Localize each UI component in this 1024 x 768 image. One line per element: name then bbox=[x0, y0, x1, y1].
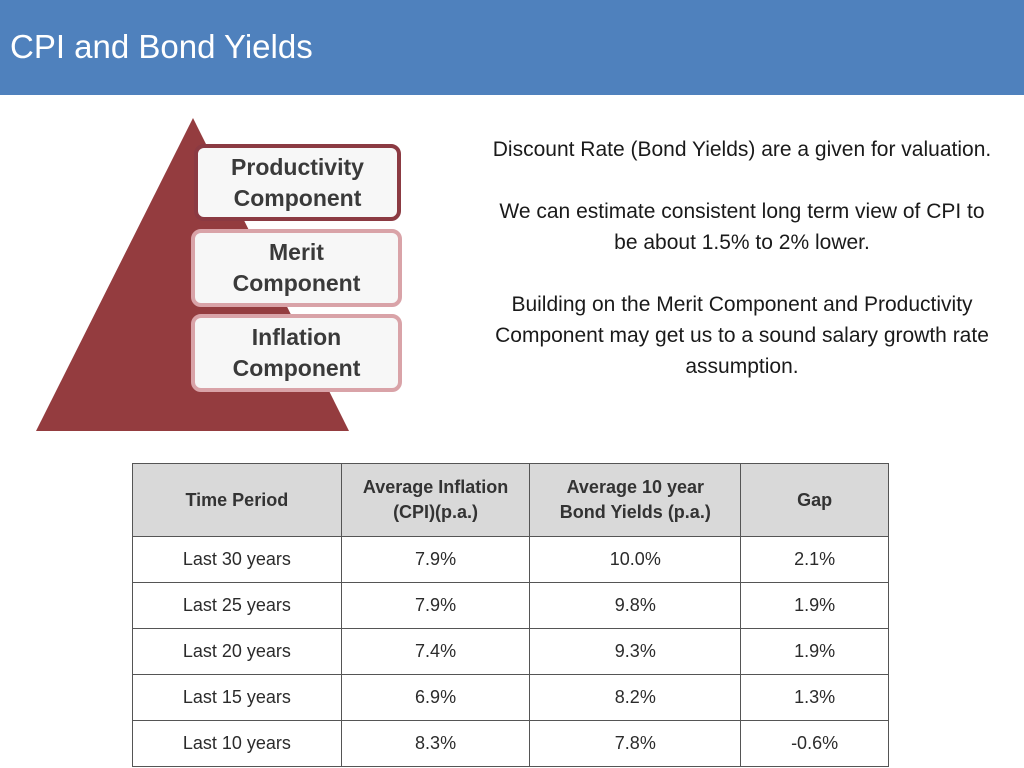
cell-bond-yield: 9.8% bbox=[529, 582, 742, 629]
cell-inflation: 7.9% bbox=[340, 582, 531, 629]
component-pyramid: Productivity Component Merit Component I… bbox=[36, 118, 416, 434]
cell-time-period: Last 30 years bbox=[132, 536, 342, 583]
merit-label-line1: Merit bbox=[269, 239, 324, 265]
header-time-period: Time Period bbox=[132, 463, 342, 537]
inflation-label-line1: Inflation bbox=[251, 324, 342, 350]
cell-gap: 2.1% bbox=[740, 536, 889, 583]
title-bar: CPI and Bond Yields bbox=[0, 0, 1024, 95]
paragraph-discount-rate: Discount Rate (Bond Yields) are a given … bbox=[492, 138, 992, 161]
table-row: Last 20 years 7.4% 9.3% 1.9% bbox=[132, 628, 889, 675]
table-row: Last 30 years 7.9% 10.0% 2.1% bbox=[132, 536, 889, 583]
cell-gap: -0.6% bbox=[740, 720, 889, 767]
table-row: Last 10 years 8.3% 7.8% -0.6% bbox=[132, 720, 889, 767]
cell-inflation: 6.9% bbox=[340, 674, 531, 721]
merit-label-line2: Component bbox=[232, 270, 361, 296]
cell-gap: 1.9% bbox=[740, 582, 889, 629]
header-gap: Gap bbox=[740, 463, 889, 537]
cell-gap: 1.9% bbox=[740, 628, 889, 675]
cell-time-period: Last 25 years bbox=[132, 582, 342, 629]
header-average-inflation: Average Inflation (CPI)(p.a.) bbox=[340, 463, 531, 537]
cell-time-period: Last 20 years bbox=[132, 628, 342, 675]
paragraph-cpi-estimate: We can estimate consistent long term vie… bbox=[499, 200, 985, 254]
cell-inflation: 8.3% bbox=[340, 720, 531, 767]
productivity-component-box: Productivity Component bbox=[194, 144, 401, 221]
cell-bond-yield: 7.8% bbox=[529, 720, 742, 767]
cell-time-period: Last 15 years bbox=[132, 674, 342, 721]
table-header-row: Time Period Average Inflation (CPI)(p.a.… bbox=[132, 463, 889, 537]
productivity-label-line2: Component bbox=[233, 184, 362, 211]
productivity-label-line1: Productivity bbox=[231, 153, 364, 180]
inflation-component-box: Inflation Component bbox=[191, 314, 402, 392]
cell-bond-yield: 9.3% bbox=[529, 628, 742, 675]
explanation-text: Discount Rate (Bond Yields) are a given … bbox=[492, 134, 992, 382]
cell-bond-yield: 10.0% bbox=[529, 536, 742, 583]
table-row: Last 25 years 7.9% 9.8% 1.9% bbox=[132, 582, 889, 629]
paragraph-salary-growth: Building on the Merit Component and Prod… bbox=[495, 293, 989, 378]
header-average-bond-yields: Average 10 year Bond Yields (p.a.) bbox=[529, 463, 742, 537]
merit-component-box: Merit Component bbox=[191, 229, 402, 307]
cell-inflation: 7.9% bbox=[340, 536, 531, 583]
cpi-bond-yield-table: Time Period Average Inflation (CPI)(p.a.… bbox=[132, 463, 889, 767]
cell-bond-yield: 8.2% bbox=[529, 674, 742, 721]
cell-time-period: Last 10 years bbox=[132, 720, 342, 767]
inflation-label-line2: Component bbox=[232, 355, 361, 381]
slide-title: CPI and Bond Yields bbox=[10, 28, 313, 65]
table-row: Last 15 years 6.9% 8.2% 1.3% bbox=[132, 674, 889, 721]
cell-gap: 1.3% bbox=[740, 674, 889, 721]
cell-inflation: 7.4% bbox=[340, 628, 531, 675]
